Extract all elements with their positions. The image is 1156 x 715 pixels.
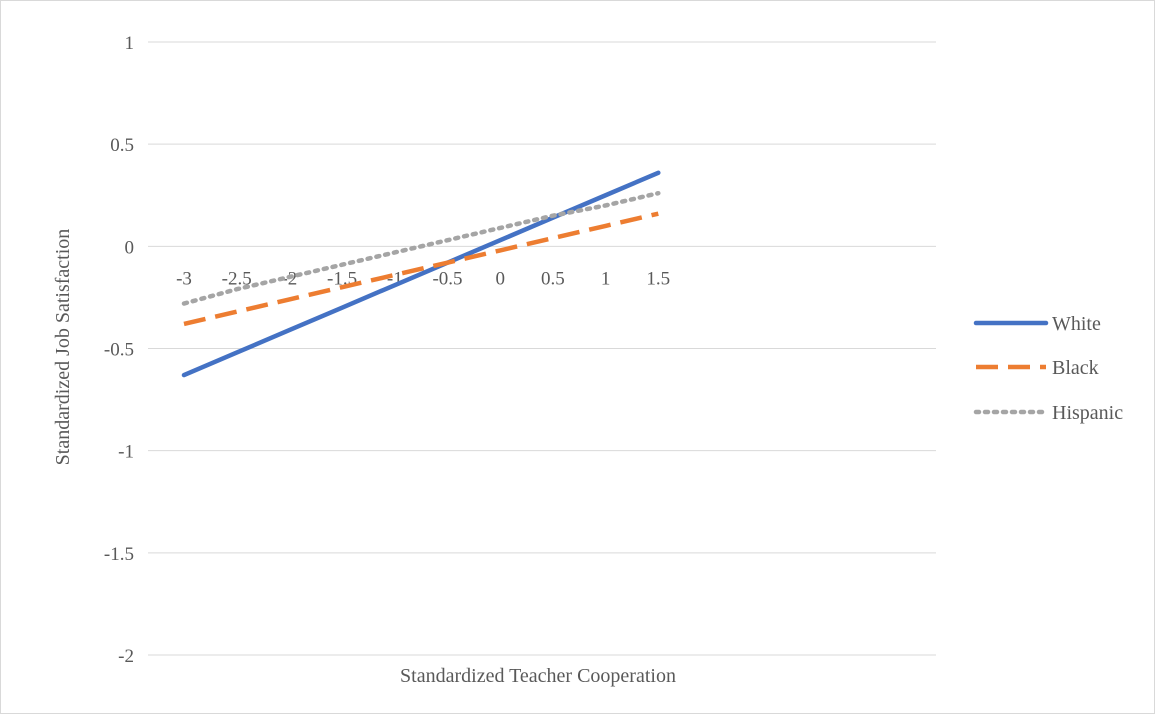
y-axis-title: Standardized Job Satisfaction [52,229,74,466]
series-lines [181,170,661,378]
x-axis-title: Standardized Teacher Cooperation [400,665,676,687]
y-tick-label: 1 [125,33,135,54]
y-tick-label: -1.5 [104,544,134,565]
y-axis-tick-labels: 1 0.5 0 -0.5 -1 -1.5 -2 [104,33,134,667]
x-tick-label: 1.5 [646,268,670,289]
x-tick-label: 0.5 [541,268,565,289]
legend-label-hispanic: Hispanic [1052,402,1123,424]
series-line-white [181,170,661,378]
x-tick-label: -3 [176,268,192,289]
y-tick-label: -0.5 [104,340,134,361]
legend-label-white: White [1052,313,1101,335]
y-tick-label: -2 [118,646,134,667]
series-line-black [183,211,659,327]
x-tick-label: -0.5 [432,268,462,289]
x-tick-label: 1 [601,268,611,289]
y-tick-label: 0 [125,237,135,258]
y-tick-label: -1 [118,442,134,463]
y-tick-label: 0.5 [110,135,134,156]
series-line-hispanic [181,190,661,306]
x-tick-label: -2.5 [222,268,252,289]
grid-lines [148,41,936,656]
legend: White Black Hispanic [973,313,1123,424]
legend-label-black: Black [1052,357,1099,379]
x-tick-label: 0 [495,268,505,289]
